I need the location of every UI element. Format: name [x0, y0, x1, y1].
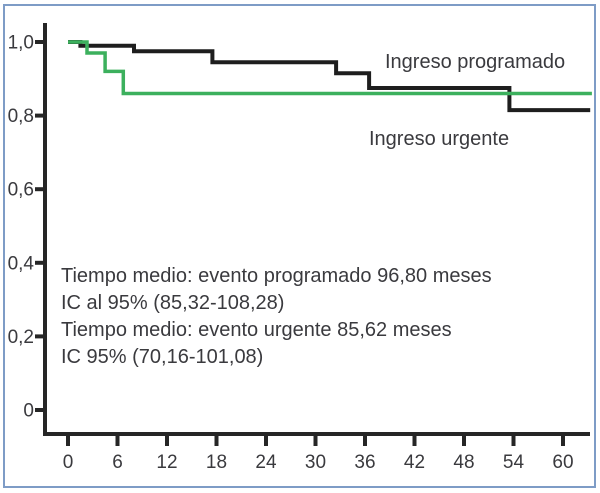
series-label-urgente: Ingreso urgente [369, 128, 510, 150]
x-tick-label: 30 [305, 452, 326, 473]
x-tick-label: 0 [63, 452, 74, 473]
series-label-programado: Ingreso programado [385, 51, 566, 73]
x-tick-label: 12 [156, 452, 177, 473]
y-tick-label: 0,2 [8, 327, 34, 348]
axis-tick-labels: 1,0 0,8 0,6 0,4 0,2 0 0 6 12 18 24 30 36 42 48 54 60 [8, 33, 574, 474]
x-tick-label: 36 [354, 452, 375, 473]
x-tick-label: 42 [404, 452, 425, 473]
x-tick-label: 6 [112, 452, 123, 473]
x-tick-label: 18 [206, 452, 227, 473]
stats-annotation: Tiempo medio: evento programado 96,80 me… [61, 263, 492, 371]
curve-programado [68, 40, 591, 113]
survival-curves [68, 40, 592, 113]
x-tick-label: 54 [503, 452, 525, 473]
annotation-line-mean-programado: Tiempo medio: evento programado 96,80 me… [61, 265, 492, 287]
x-tick-label: 48 [453, 452, 474, 473]
axes [35, 23, 590, 446]
y-tick-label: 0 [23, 401, 34, 422]
annotation-line-mean-urgente: Tiempo medio: evento urgente 85,62 meses [61, 319, 452, 341]
y-tick-label: 0,8 [8, 106, 34, 127]
x-tick-label: 24 [255, 452, 277, 473]
annotation-line-ci-urgente: IC 95% (70,16-101,08) [61, 346, 264, 368]
annotation-line-ci-programado: IC al 95% (85,32-108,28) [61, 292, 285, 314]
y-tick-label: 1,0 [8, 33, 34, 54]
y-tick-label: 0,6 [8, 180, 34, 201]
x-tick-label: 60 [552, 452, 573, 473]
y-tick-label: 0,4 [8, 253, 35, 274]
curve-urgente [68, 40, 592, 96]
